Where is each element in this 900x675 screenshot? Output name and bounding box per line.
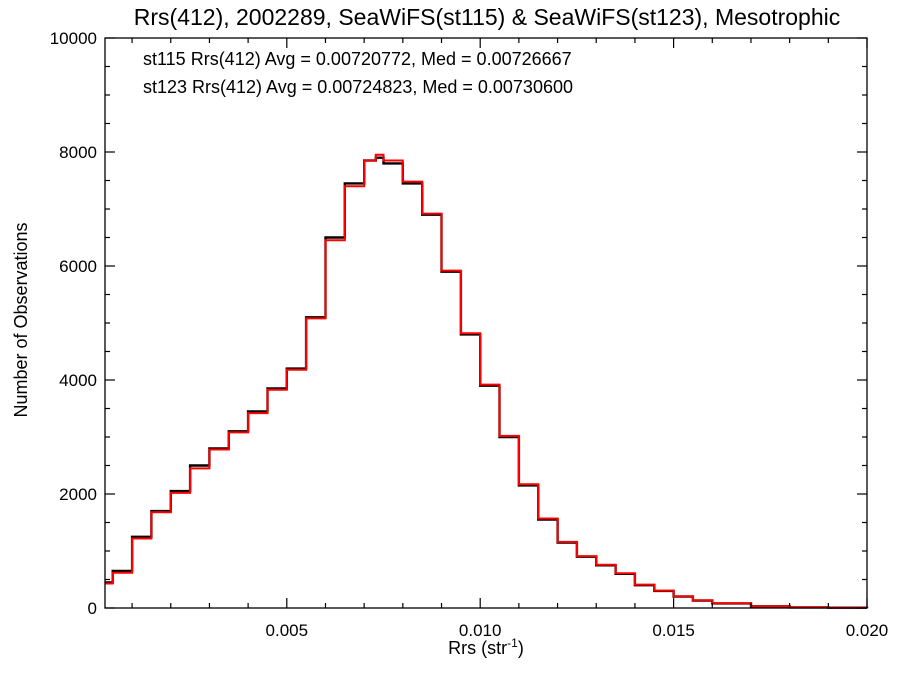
- series-layer: [105, 153, 869, 609]
- x-tick-label: 0.020: [846, 621, 889, 640]
- x-tick-label: 0.010: [459, 621, 502, 640]
- annotation-st115: st115 Rrs(412) Avg = 0.00720772, Med = 0…: [143, 49, 572, 69]
- y-tick-label: 0: [88, 599, 97, 618]
- y-tick-label: 6000: [59, 257, 97, 276]
- y-axis-label: Number of Observations: [11, 222, 31, 417]
- x-tick-label: 0.005: [266, 621, 309, 640]
- series-2-line: [105, 153, 868, 609]
- x-axis-label-text: Rrs (str: [448, 638, 507, 658]
- y-tick-label: 2000: [59, 485, 97, 504]
- annotation-st123: st123 Rrs(412) Avg = 0.00724823, Med = 0…: [143, 77, 573, 97]
- ticks-layer: 0.005 0.010 0.015 0.020 0 2000 4000 6000 8000 100…: [50, 29, 889, 640]
- x-axis-label: Rrs (str-1): [448, 636, 524, 658]
- chart-title: Rrs(412), 2002289, SeaWiFS(st115) & SeaW…: [134, 4, 840, 30]
- x-tick-label: 0.015: [652, 621, 695, 640]
- y-tick-label: 4000: [59, 371, 97, 390]
- x-axis-label-superscript: -1: [507, 636, 518, 650]
- x-axis-label-end: ): [518, 638, 524, 658]
- y-tick-label: 10000: [50, 29, 97, 48]
- plot-frame: [104, 37, 868, 609]
- y-tick-label: 8000: [59, 143, 97, 162]
- series-1-line: [105, 156, 869, 609]
